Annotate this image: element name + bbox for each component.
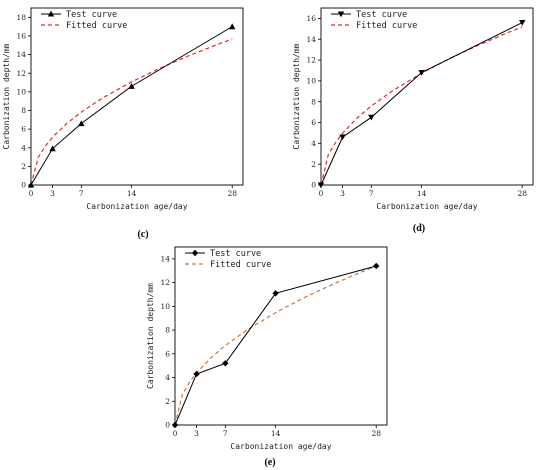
y-tick-label: 2 <box>165 397 170 406</box>
test-curve-point <box>368 114 375 121</box>
plot-frame <box>320 7 534 186</box>
test-curve-point <box>339 134 346 141</box>
legend-test-marker <box>191 249 199 257</box>
y-tick-label: 6 <box>21 125 26 134</box>
y-tick-label: 6 <box>165 349 170 358</box>
y-tick-label: 12 <box>306 56 316 65</box>
y-tick-label: 4 <box>21 143 26 152</box>
x-tick-label: 7 <box>79 189 84 198</box>
y-tick-label: 12 <box>16 69 26 78</box>
x-tick-label: 28 <box>517 189 527 198</box>
x-axis-label: Carbonization age/day <box>376 202 477 211</box>
x-tick-label: 7 <box>223 429 228 438</box>
test-curve-line <box>320 22 523 186</box>
test-curve-point <box>519 20 526 26</box>
y-tick-label: 14 <box>160 254 170 263</box>
fitted-curve-line <box>174 265 377 426</box>
legend-test-label: Test curve <box>66 10 117 20</box>
fitted-curve-line <box>320 26 523 186</box>
y-tick-label: 6 <box>311 118 316 127</box>
chart-panel-e: 0 3 7 14 28 0 2 4 6 8 10 12 14 Carbonization age/day C… <box>146 246 388 468</box>
legend-test-marker <box>47 10 55 17</box>
y-tick-label: 10 <box>160 302 170 311</box>
y-tick-label: 8 <box>165 326 170 335</box>
legend-test-marker <box>337 11 345 18</box>
x-tick-label: 28 <box>227 189 237 198</box>
legend-test-label: Test curve <box>210 249 261 259</box>
test-curve-point <box>229 23 236 30</box>
x-tick-label: 3 <box>194 429 199 438</box>
y-tick-label: 16 <box>306 14 316 23</box>
y-tick-label: 14 <box>306 35 316 44</box>
y-tick-label: 16 <box>16 32 26 41</box>
test-curve-point <box>78 120 85 127</box>
test-curve-point <box>193 370 200 378</box>
x-tick-label: 3 <box>340 189 345 198</box>
y-tick-label: 0 <box>21 181 26 190</box>
x-tick-label: 14 <box>127 189 137 198</box>
legend-fitted-label: Fitted curve <box>210 260 271 270</box>
x-tick-label: 0 <box>319 189 324 198</box>
y-tick-label: 2 <box>311 160 316 169</box>
y-tick-label: 10 <box>306 76 316 85</box>
legend-test-label: Test curve <box>356 10 407 20</box>
panel-label: (d) <box>413 223 425 234</box>
chart-panel-c: 0 3 7 14 28 0 2 4 6 8 10 12 14 16 18 Carbonization age/… <box>2 7 244 240</box>
y-tick-label: 4 <box>165 373 170 382</box>
test-curve-point <box>317 182 325 189</box>
test-curve-point <box>49 145 56 152</box>
plot-frame <box>174 246 388 426</box>
y-tick-label: 8 <box>21 106 26 115</box>
plot-frame <box>30 7 244 186</box>
y-tick-label: 12 <box>160 278 170 287</box>
y-axis-label: Carbonization depth/mm <box>292 43 301 149</box>
y-tick-label: 14 <box>16 50 26 59</box>
x-tick-label: 3 <box>50 189 55 198</box>
test-curve-point <box>272 290 279 297</box>
test-curve-point <box>418 69 425 76</box>
test-curve-point <box>222 360 229 367</box>
test-curve-point <box>27 181 35 188</box>
x-tick-label: 14 <box>417 189 427 198</box>
legend-fitted-label: Fitted curve <box>356 21 417 31</box>
test-curve-point <box>171 421 179 429</box>
x-tick-label: 7 <box>369 189 374 198</box>
panel-label: (c) <box>137 229 148 240</box>
x-tick-label: 0 <box>173 429 178 438</box>
y-tick-label: 0 <box>311 181 316 190</box>
test-curve-line <box>174 265 377 426</box>
y-axis-label: Carbonization depth/mm <box>146 283 155 389</box>
y-tick-label: 0 <box>165 421 170 430</box>
fitted-curve-line <box>30 38 233 186</box>
x-axis-label: Carbonization age/day <box>230 442 331 451</box>
y-axis-label: Carbonization depth/mm <box>2 43 11 149</box>
test-curve-point <box>373 262 380 270</box>
y-tick-label: 4 <box>311 139 316 148</box>
chart-panel-d: 0 3 7 14 28 0 2 4 6 8 10 12 14 16 Carbonization age/da… <box>292 7 534 234</box>
legend-fitted-label: Fitted curve <box>66 21 127 31</box>
test-curve-point <box>128 83 135 89</box>
y-tick-label: 18 <box>16 13 26 22</box>
x-axis-label: Carbonization age/day <box>86 202 187 211</box>
x-tick-label: 14 <box>271 429 281 438</box>
x-tick-label: 0 <box>29 189 34 198</box>
y-tick-label: 8 <box>311 97 316 106</box>
x-tick-label: 28 <box>371 429 381 438</box>
panel-label: (e) <box>264 457 275 468</box>
y-tick-label: 10 <box>16 87 26 96</box>
y-tick-label: 2 <box>21 162 26 171</box>
